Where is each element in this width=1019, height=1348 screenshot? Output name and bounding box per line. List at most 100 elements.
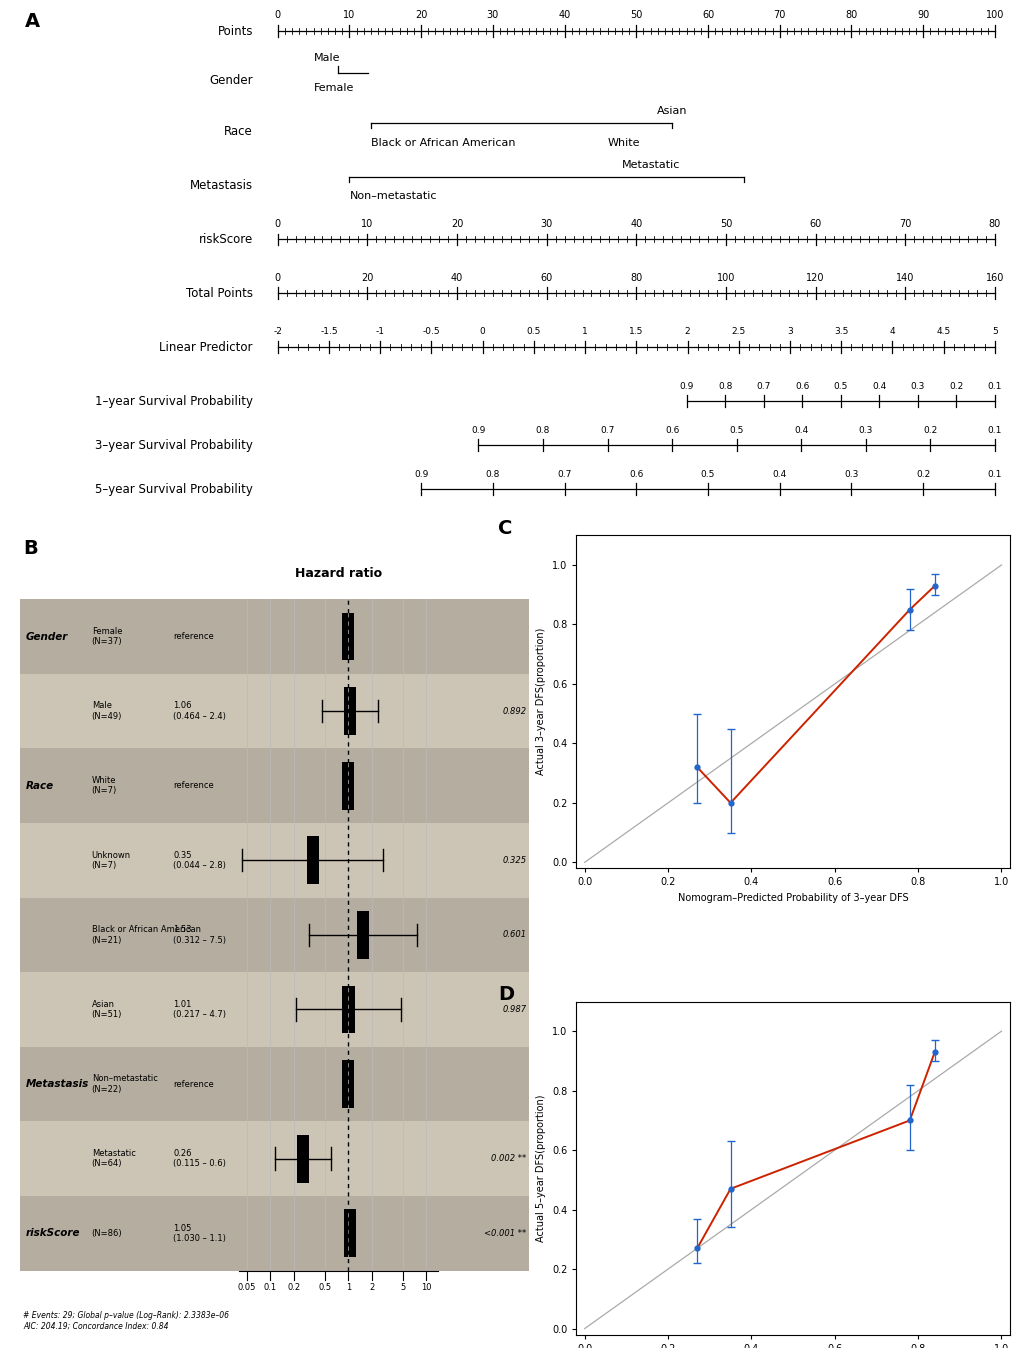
Text: 1.53
(0.312 – 7.5): 1.53 (0.312 – 7.5): [173, 925, 226, 945]
Text: 0.8: 0.8: [535, 426, 549, 435]
Text: 0.1: 0.1: [264, 1282, 276, 1291]
Text: Metastasis: Metastasis: [190, 179, 253, 191]
Text: 0.892: 0.892: [502, 706, 526, 716]
Text: 10: 10: [343, 11, 356, 20]
Text: 0.5: 0.5: [729, 426, 743, 435]
Text: 80: 80: [630, 272, 642, 283]
Text: 0.5: 0.5: [526, 328, 540, 337]
Text: 60: 60: [540, 272, 552, 283]
Bar: [297, 1135, 309, 1182]
Text: 0.7: 0.7: [556, 470, 572, 480]
Text: 0.5: 0.5: [700, 470, 714, 480]
Text: 160: 160: [984, 272, 1003, 283]
Text: 1.06
(0.464 – 2.4): 1.06 (0.464 – 2.4): [173, 701, 225, 721]
Text: 5: 5: [991, 328, 997, 337]
Text: -1.5: -1.5: [320, 328, 337, 337]
Text: 20: 20: [450, 218, 463, 229]
Text: 0.1: 0.1: [986, 383, 1001, 391]
Bar: [20, 1196, 529, 1271]
Text: 4.5: 4.5: [935, 328, 950, 337]
Text: 0.5: 0.5: [833, 383, 847, 391]
Text: 140: 140: [896, 272, 914, 283]
Text: 3–year Survival Probability: 3–year Survival Probability: [95, 438, 253, 452]
Text: 100: 100: [716, 272, 735, 283]
Text: White
(N=7): White (N=7): [92, 776, 117, 795]
Text: reference: reference: [173, 632, 214, 642]
Text: 70: 70: [898, 218, 911, 229]
Text: White: White: [607, 137, 640, 147]
Text: 0.9: 0.9: [414, 470, 428, 480]
Text: Non–metastatic
(N=22): Non–metastatic (N=22): [92, 1074, 157, 1093]
Text: 0: 0: [479, 328, 485, 337]
X-axis label: Nomogram–Predicted Probability of 3–year DFS: Nomogram–Predicted Probability of 3–year…: [677, 892, 908, 903]
Text: C: C: [498, 519, 513, 538]
Text: D: D: [498, 985, 514, 1004]
Text: 0.6: 0.6: [794, 383, 808, 391]
Text: 0.7: 0.7: [600, 426, 614, 435]
Text: 90: 90: [916, 11, 928, 20]
Text: 80: 80: [987, 218, 1000, 229]
Text: 10: 10: [421, 1282, 431, 1291]
Text: 0.2: 0.2: [915, 470, 929, 480]
Text: 20: 20: [415, 11, 427, 20]
Text: -1: -1: [375, 328, 384, 337]
Text: Black or African American
(N=21): Black or African American (N=21): [92, 925, 201, 945]
Text: 2: 2: [369, 1282, 374, 1291]
Text: Unknown
(N=7): Unknown (N=7): [92, 851, 130, 869]
Text: 0.8: 0.8: [485, 470, 499, 480]
Text: 60: 60: [701, 11, 713, 20]
Text: Female: Female: [313, 82, 354, 93]
Text: 2: 2: [684, 328, 690, 337]
Text: Gender: Gender: [209, 74, 253, 86]
Bar: [343, 1209, 356, 1258]
Bar: [343, 687, 356, 735]
Text: Male: Male: [313, 53, 339, 63]
Bar: [20, 1047, 529, 1122]
Text: 30: 30: [486, 11, 498, 20]
Text: Race: Race: [25, 780, 54, 791]
Text: -0.5: -0.5: [422, 328, 440, 337]
Text: 30: 30: [540, 218, 552, 229]
Y-axis label: Actual 5–year DFS(proportion): Actual 5–year DFS(proportion): [536, 1095, 546, 1242]
Text: 1–year Survival Probability: 1–year Survival Probability: [95, 395, 253, 407]
Text: reference: reference: [173, 782, 214, 790]
Bar: [20, 748, 529, 824]
Text: 0.9: 0.9: [679, 383, 693, 391]
Text: 0.2: 0.2: [949, 383, 963, 391]
Text: Hazard ratio: Hazard ratio: [294, 568, 381, 580]
Text: 0: 0: [274, 272, 280, 283]
Text: 1: 1: [582, 328, 587, 337]
Bar: [307, 836, 319, 884]
Text: 0.8: 0.8: [717, 383, 732, 391]
Text: 0.4: 0.4: [871, 383, 886, 391]
Text: Metastatic: Metastatic: [622, 160, 680, 170]
Text: Linear Predictor: Linear Predictor: [159, 341, 253, 353]
Text: 0.35
(0.044 – 2.8): 0.35 (0.044 – 2.8): [173, 851, 225, 869]
Text: 0.1: 0.1: [986, 470, 1001, 480]
Bar: [20, 972, 529, 1047]
Text: Male
(N=49): Male (N=49): [92, 701, 122, 721]
Bar: [20, 600, 529, 674]
Text: 0.2: 0.2: [922, 426, 936, 435]
Text: 0.3: 0.3: [844, 470, 858, 480]
Bar: [20, 824, 529, 898]
Text: 0.2: 0.2: [287, 1282, 300, 1291]
Text: 1.01
(0.217 – 4.7): 1.01 (0.217 – 4.7): [173, 1000, 226, 1019]
Text: 0.05: 0.05: [237, 1282, 256, 1291]
Text: 1.05
(1.030 – 1.1): 1.05 (1.030 – 1.1): [173, 1224, 225, 1243]
Text: 1: 1: [345, 1282, 351, 1291]
Text: Female
(N=37): Female (N=37): [92, 627, 122, 646]
Text: 50: 50: [719, 218, 732, 229]
Text: Non–metastatic: Non–metastatic: [350, 191, 436, 201]
Text: 0.4: 0.4: [794, 426, 808, 435]
Text: # Events: 29; Global p–value (Log–Rank): 2.3383e–06
AIC: 204.19; Concordance Ind: # Events: 29; Global p–value (Log–Rank):…: [22, 1312, 228, 1330]
Text: 40: 40: [450, 272, 463, 283]
Text: 0.26
(0.115 – 0.6): 0.26 (0.115 – 0.6): [173, 1148, 225, 1169]
Text: Asian
(N=51): Asian (N=51): [92, 1000, 122, 1019]
Text: 1.5: 1.5: [629, 328, 643, 337]
Bar: [341, 1061, 354, 1108]
Text: Gender: Gender: [25, 631, 68, 642]
Text: 5–year Survival Probability: 5–year Survival Probability: [95, 483, 253, 496]
Text: 3.5: 3.5: [834, 328, 848, 337]
Text: 0.5: 0.5: [318, 1282, 331, 1291]
